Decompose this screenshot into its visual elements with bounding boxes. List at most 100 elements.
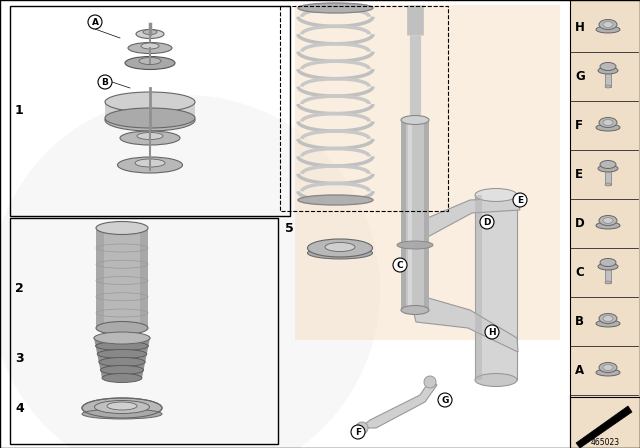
Polygon shape [94,338,150,378]
Ellipse shape [599,362,617,372]
Circle shape [351,425,365,439]
Ellipse shape [596,26,620,33]
Bar [570,397,640,448]
Bar [605,167,611,185]
Ellipse shape [397,241,433,249]
Bar [475,195,482,380]
Bar [605,264,611,283]
Circle shape [98,75,112,89]
Ellipse shape [599,215,617,225]
Ellipse shape [135,159,165,167]
Ellipse shape [141,43,159,49]
Text: B: B [575,315,584,328]
Ellipse shape [95,341,148,350]
Text: C: C [575,266,584,279]
Ellipse shape [603,120,613,125]
Ellipse shape [596,369,620,376]
Polygon shape [295,5,560,340]
Ellipse shape [99,358,145,366]
Ellipse shape [307,247,372,259]
Bar [280,6,448,211]
Ellipse shape [94,333,150,343]
Ellipse shape [143,30,157,34]
Ellipse shape [475,374,517,387]
Bar [424,120,429,310]
Polygon shape [360,380,437,428]
Bar [10,218,278,444]
Circle shape [480,215,494,229]
Circle shape [356,422,368,434]
Text: A: A [92,18,99,27]
Text: 465023: 465023 [591,438,620,447]
Text: C: C [397,261,403,270]
Text: F: F [575,119,583,132]
Ellipse shape [307,239,372,257]
Ellipse shape [605,85,611,88]
Ellipse shape [605,281,611,284]
Ellipse shape [600,160,616,168]
Polygon shape [576,406,632,448]
Ellipse shape [100,366,143,375]
Bar [140,228,148,328]
Bar [96,228,104,328]
Ellipse shape [600,63,616,70]
Ellipse shape [96,322,148,335]
Text: 3: 3 [15,352,24,365]
Ellipse shape [475,189,517,202]
Text: B: B [102,78,108,87]
Polygon shape [105,102,195,118]
Ellipse shape [105,109,195,131]
Ellipse shape [102,374,142,383]
Ellipse shape [82,409,162,419]
Text: 4: 4 [15,401,24,414]
Text: 5: 5 [285,221,294,234]
Circle shape [0,95,380,448]
Text: E: E [517,196,523,205]
Text: E: E [575,168,583,181]
Ellipse shape [128,43,172,53]
Ellipse shape [596,320,620,327]
Circle shape [438,393,452,407]
Circle shape [393,258,407,272]
Text: G: G [442,396,449,405]
Polygon shape [413,295,518,352]
Circle shape [424,376,436,388]
Ellipse shape [137,133,163,139]
Bar [10,6,290,216]
Ellipse shape [598,67,618,74]
Text: D: D [575,217,585,230]
Ellipse shape [596,222,620,229]
Ellipse shape [94,332,150,344]
Circle shape [88,15,102,29]
Ellipse shape [401,116,429,125]
Ellipse shape [599,314,617,323]
Ellipse shape [139,57,161,65]
Bar [401,120,429,310]
Bar [605,69,611,86]
Ellipse shape [598,165,618,172]
Text: 2: 2 [15,281,24,294]
Ellipse shape [125,56,175,69]
Text: F: F [355,428,361,437]
Ellipse shape [95,401,150,414]
Ellipse shape [605,183,611,186]
Bar [408,120,412,310]
Ellipse shape [401,306,429,314]
Ellipse shape [136,30,164,39]
Ellipse shape [107,402,137,410]
Ellipse shape [97,349,147,358]
Ellipse shape [596,124,620,131]
Ellipse shape [603,22,613,27]
Ellipse shape [118,157,182,173]
Bar [401,120,406,310]
Ellipse shape [598,263,618,270]
Text: A: A [575,364,584,377]
Ellipse shape [600,258,616,267]
Text: 1: 1 [15,103,24,116]
Bar [96,228,148,328]
Circle shape [513,193,527,207]
Ellipse shape [603,315,613,322]
Ellipse shape [599,117,617,128]
Text: D: D [483,218,491,227]
Ellipse shape [82,398,162,418]
